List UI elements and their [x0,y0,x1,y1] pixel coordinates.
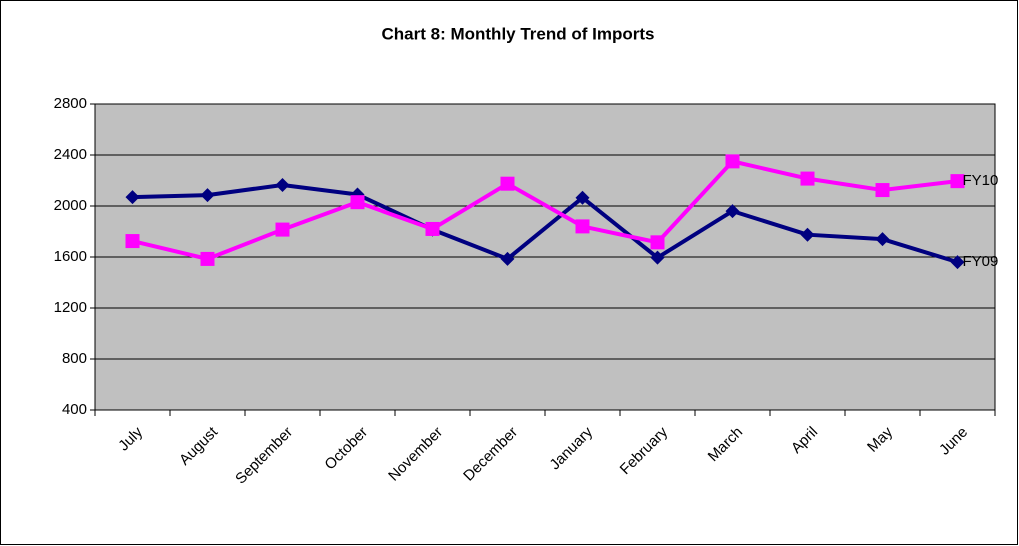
marker [950,174,965,189]
y-tick-label: 1600 [54,248,87,265]
marker [800,227,815,242]
marker [575,190,590,205]
marker [575,219,590,234]
marker [650,250,665,265]
y-tick-label: 800 [62,350,87,367]
chart-title: Chart 8: Monthly Trend of Imports [382,24,655,43]
marker [725,204,740,219]
series-line [132,182,959,265]
marker [200,251,215,266]
marker [125,190,140,205]
y-tick-label: 1200 [54,299,87,316]
marker [725,154,740,169]
marker [425,221,440,236]
y-tick-label: 400 [62,401,87,418]
y-tick-label: 2800 [54,95,87,112]
series-label: FY09 [963,253,999,270]
marker [275,222,290,237]
marker [350,195,365,210]
marker [875,232,890,247]
y-tick-label: 2400 [54,146,87,163]
series-line [132,159,958,261]
marker [200,188,215,203]
series-label: FY10 [963,172,999,189]
marker [800,171,815,186]
marker [125,234,140,249]
marker [275,177,290,192]
marker [950,255,965,270]
y-tick-label: 2000 [54,197,87,214]
marker [650,235,665,250]
marker [500,251,515,266]
marker [500,176,515,191]
marker [875,183,890,198]
